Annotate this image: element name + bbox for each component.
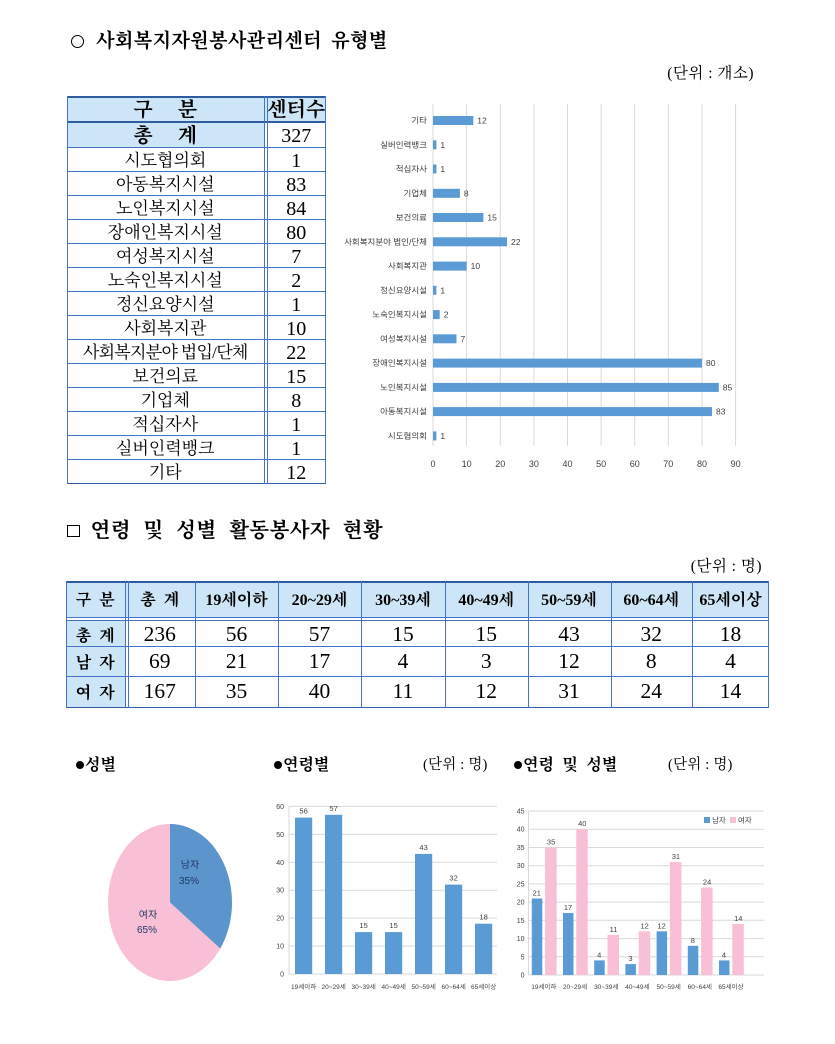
svg-text:4: 4 [722,950,726,959]
svg-text:60~64세: 60~64세 [441,984,465,991]
svg-text:4: 4 [597,950,601,959]
svg-text:0: 0 [430,459,435,469]
svg-text:10: 10 [517,936,525,943]
svg-text:실버인력뱅크: 실버인력뱅크 [380,140,427,150]
svg-text:22: 22 [511,237,521,247]
svg-text:사회복지분야 법인/단체: 사회복지분야 법인/단체 [344,237,427,247]
svg-text:12: 12 [657,921,665,930]
svg-text:40: 40 [276,860,284,867]
svg-text:56: 56 [299,807,307,816]
svg-text:정신요양시설: 정신요양시설 [380,285,427,295]
svg-text:70: 70 [663,459,673,469]
svg-text:40~49세: 40~49세 [625,984,649,991]
svg-text:남자: 남자 [712,816,726,825]
svg-text:20: 20 [276,916,284,923]
svg-text:30: 30 [529,459,539,469]
svg-text:8: 8 [691,936,695,945]
svg-text:노인복지시설: 노인복지시설 [380,382,427,392]
svg-text:80: 80 [697,459,707,469]
svg-text:43: 43 [419,843,427,852]
svg-text:0: 0 [521,973,525,980]
svg-text:35: 35 [517,845,525,852]
svg-text:여자: 여자 [738,816,752,825]
svg-text:40: 40 [578,819,586,828]
svg-text:14: 14 [734,914,742,923]
svg-text:7: 7 [461,334,466,344]
svg-text:11: 11 [610,925,618,934]
svg-text:15: 15 [389,921,397,930]
svg-text:20: 20 [517,900,525,907]
svg-text:1: 1 [440,140,445,150]
svg-text:24: 24 [703,878,711,887]
svg-text:5: 5 [521,954,525,961]
svg-text:10: 10 [276,944,284,951]
svg-text:60~64세: 60~64세 [688,984,712,991]
svg-text:90: 90 [731,459,741,469]
svg-text:83: 83 [716,407,726,417]
svg-text:15: 15 [487,213,497,223]
svg-text:1: 1 [440,285,445,295]
svg-text:19세이하: 19세이하 [291,984,316,991]
svg-text:80: 80 [706,358,716,368]
svg-text:30: 30 [276,888,284,895]
svg-text:21: 21 [533,889,541,898]
svg-text:35: 35 [547,837,555,846]
svg-text:여성복지시설: 여성복지시설 [380,334,427,344]
svg-text:20: 20 [495,459,505,469]
svg-text:45: 45 [517,809,525,816]
svg-text:기업체: 기업체 [404,188,427,198]
svg-text:15: 15 [359,921,367,930]
svg-text:57: 57 [329,804,337,813]
svg-text:40: 40 [562,459,572,469]
svg-text:19세이하: 19세이하 [531,984,556,991]
svg-text:기타: 기타 [411,116,427,126]
svg-text:남자: 남자 [181,860,200,871]
svg-text:1: 1 [440,164,445,174]
svg-text:85: 85 [723,382,733,392]
svg-text:시도협의회: 시도협의회 [388,431,427,441]
svg-text:65세이상: 65세이상 [718,984,743,991]
svg-text:8: 8 [464,188,469,198]
svg-text:20~29세: 20~29세 [563,984,587,991]
svg-text:0: 0 [280,972,284,979]
svg-text:아동복지시설: 아동복지시설 [380,407,427,417]
svg-text:30: 30 [517,863,525,870]
svg-text:35%: 35% [179,876,199,887]
svg-text:18: 18 [479,913,487,922]
svg-text:32: 32 [449,874,457,883]
svg-text:65세이상: 65세이상 [471,984,496,991]
svg-text:3: 3 [628,954,632,963]
svg-text:10: 10 [471,261,481,271]
svg-text:31: 31 [672,852,680,861]
svg-text:1: 1 [440,431,445,441]
svg-text:65%: 65% [137,925,157,936]
svg-text:10: 10 [462,459,472,469]
svg-text:15: 15 [517,918,525,925]
svg-text:40: 40 [517,827,525,834]
svg-text:17: 17 [564,903,572,912]
svg-text:60: 60 [630,459,640,469]
svg-text:적십자사: 적십자사 [396,164,427,174]
svg-text:50~59세: 50~59세 [656,984,680,991]
svg-text:12: 12 [477,116,487,126]
svg-text:25: 25 [517,881,525,888]
svg-text:60: 60 [276,804,284,811]
svg-text:여자: 여자 [139,910,158,921]
svg-text:12: 12 [641,921,649,930]
svg-text:사회복지관: 사회복지관 [388,261,427,271]
svg-text:노숙인복지시설: 노숙인복지시설 [372,310,427,320]
svg-text:50~59세: 50~59세 [411,984,435,991]
svg-text:40~49세: 40~49세 [381,984,405,991]
svg-text:장애인복지시설: 장애인복지시설 [372,358,427,368]
svg-text:30~39세: 30~39세 [594,984,618,991]
svg-text:50: 50 [596,459,606,469]
svg-text:30~39세: 30~39세 [351,984,375,991]
svg-text:보건의료: 보건의료 [396,213,427,223]
svg-text:2: 2 [444,310,449,320]
svg-text:20~29세: 20~29세 [321,984,345,991]
svg-text:50: 50 [276,832,284,839]
